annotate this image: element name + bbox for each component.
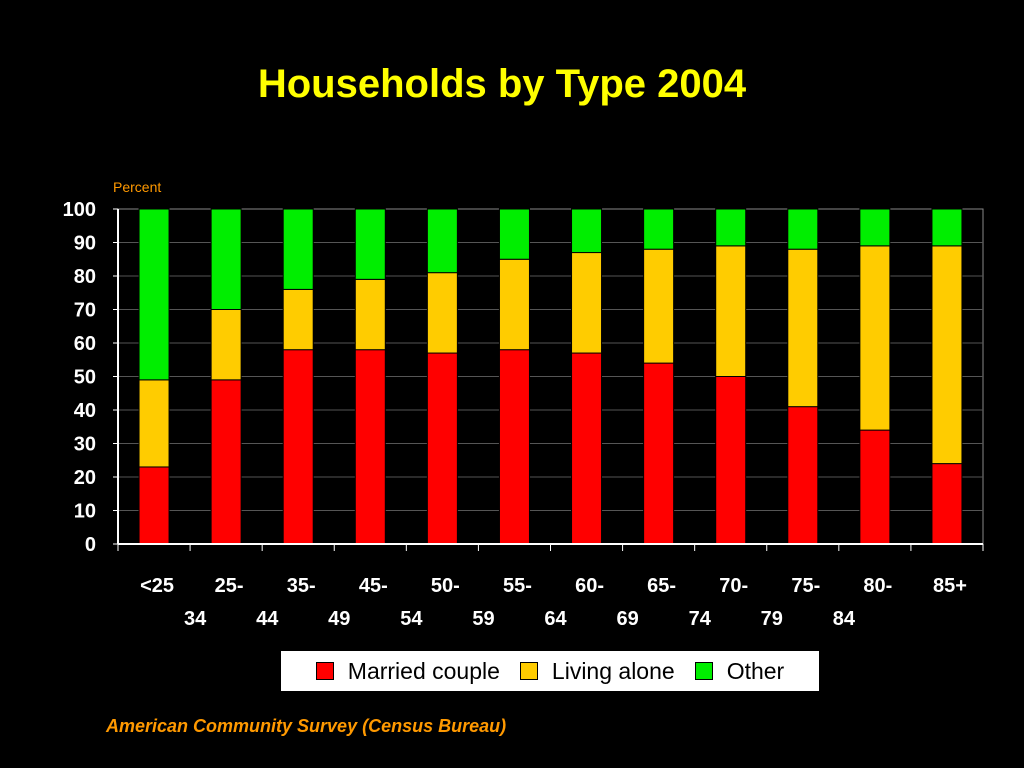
- bar-segment: [787, 406, 819, 545]
- bar-segment: [787, 248, 819, 408]
- legend-swatch: [694, 662, 713, 680]
- stacked-bar-chart: 0 10 20 30 40 50 60 70 80 90 100 <25 25-3435-4445-49…: [63, 179, 984, 630]
- bar-segment: [282, 349, 314, 545]
- bar-segment: [138, 208, 170, 381]
- bar-segment: [931, 463, 963, 545]
- x-tick-label: 80-84: [833, 575, 893, 630]
- bar-segment: [643, 362, 675, 545]
- y-tick-label: 30: [74, 434, 96, 456]
- bar-segment: [715, 376, 747, 545]
- x-tick-label: 85+: [933, 575, 967, 597]
- y-tick-label: 40: [74, 400, 96, 422]
- bar-segment: [426, 352, 458, 545]
- legend-item: Married couple: [315, 657, 500, 685]
- bar-segment: [571, 208, 603, 254]
- x-tick-label: 50-54: [400, 575, 460, 630]
- bar-segment: [643, 248, 675, 364]
- bar-segment: [715, 245, 747, 377]
- axes: 0 10 20 30 40 50 60 70 80 90 100 <25 25-3435-4445-49…: [63, 199, 984, 630]
- bar-segment: [354, 349, 386, 545]
- x-tick-label: 45-49: [328, 575, 388, 630]
- y-tick-label: 20: [74, 467, 96, 489]
- bar-segment: [138, 379, 170, 468]
- y-tick-label: 60: [74, 333, 96, 355]
- legend-swatch: [519, 662, 538, 680]
- bar-segment: [571, 252, 603, 354]
- legend-swatch: [315, 662, 334, 680]
- chart-title: Households by Type 2004: [257, 62, 747, 106]
- bar-segment: [859, 245, 891, 431]
- bar-segment: [498, 258, 530, 351]
- x-tick-label: 75-79: [761, 575, 821, 630]
- bar-segment: [643, 208, 675, 250]
- bar-segment: [210, 309, 242, 381]
- x-tick-label: <25: [140, 575, 174, 597]
- gridlines: [117, 208, 984, 545]
- bar-segment: [571, 352, 603, 545]
- bar-segment: [426, 272, 458, 354]
- bar-segment: [210, 208, 242, 310]
- legend-item: Living alone: [519, 657, 675, 685]
- legend-label: Living alone: [551, 657, 675, 684]
- x-tick-label: 25-34: [184, 575, 244, 630]
- legend-label: Other: [726, 657, 785, 684]
- bar-segment: [354, 208, 386, 280]
- bar-segment: [210, 379, 242, 545]
- bar-segment: [282, 288, 314, 351]
- y-tick-label: 100: [63, 199, 96, 221]
- y-tick-label: 90: [74, 233, 96, 255]
- y-tick-label: 50: [74, 367, 96, 389]
- y-tick-label: 0: [85, 534, 96, 556]
- bar-segment: [787, 208, 819, 250]
- bar-segment: [859, 208, 891, 247]
- x-tick-label: 60-64: [544, 575, 604, 630]
- y-tick-label: 10: [74, 501, 96, 523]
- bar-segment: [498, 208, 530, 260]
- bar-segment: [859, 429, 891, 545]
- bar-segment: [931, 245, 963, 465]
- x-tick-label: 70-74: [689, 575, 749, 630]
- x-tick-label: 55-59: [472, 575, 532, 630]
- x-tick-label: 35-44: [256, 575, 316, 630]
- y-axis-label: Percent: [113, 179, 161, 195]
- legend-item: Other: [694, 657, 785, 685]
- legend: Married couple Living alone Other: [280, 650, 820, 692]
- bar-segment: [931, 208, 963, 247]
- bar-segment: [282, 208, 314, 290]
- bar-segment: [498, 349, 530, 545]
- y-tick-label: 80: [74, 266, 96, 288]
- bars: [138, 208, 963, 545]
- bar-segment: [354, 278, 386, 351]
- legend-label: Married couple: [347, 657, 500, 684]
- bar-segment: [138, 466, 170, 545]
- bar-segment: [426, 208, 458, 274]
- x-tick-label: 65-69: [617, 575, 677, 630]
- source-note: American Community Survey (Census Bureau…: [106, 716, 507, 736]
- y-tick-label: 70: [74, 300, 96, 322]
- bar-segment: [715, 208, 747, 247]
